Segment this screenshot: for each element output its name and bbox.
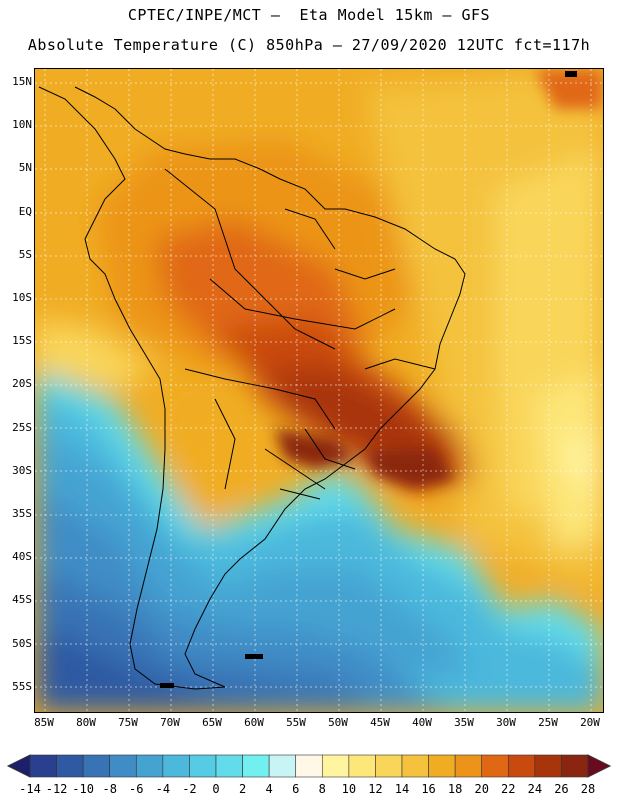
colorbar-cell [189,754,217,778]
lon-label: 30W [496,716,516,729]
colorbar-cell [135,754,164,778]
colorbar-tick-label: 4 [265,782,273,796]
colorbar-cell [162,754,190,778]
colorbar-tick-label: 6 [292,782,300,796]
lat-label: 20S [12,377,32,391]
colorbar-tick-label: 20 [474,782,489,796]
lon-label: 40W [412,716,432,729]
colorbar-tick-label: 10 [341,782,357,796]
lon-label: 35W [454,716,474,729]
colorbar-cell [561,754,589,778]
colorbar-cell [375,754,403,778]
lon-label: 55W [286,716,306,729]
lat-label: 35S [12,507,32,520]
colorbar-tick-label: 18 [447,782,463,796]
lat-label: 5N [18,161,32,175]
colorbar-cell [242,754,270,778]
colorbar-cell [401,754,429,778]
lat-label: 40S [12,550,32,564]
colorbar-tick-label: 26 [554,782,569,796]
lat-label: 45S [12,593,32,607]
graticule [35,69,603,712]
lat-label: 50S [12,636,32,650]
lat-label: 15N [12,75,32,88]
lon-label: 60W [244,716,264,729]
colorbar-max-arrow [587,754,612,778]
map-title: CPTEC/INPE/MCT – Eta Model 15km – GFS [127,6,491,24]
colorbar-cell [215,754,243,778]
temperature-field [35,69,603,712]
colorbar-tick-label: 12 [368,782,383,796]
colorbar-tick-label: 14 [394,782,410,796]
colorbar-cell [29,754,57,778]
lat-label: 15S [12,334,32,348]
colorbar-cell [428,754,456,778]
colorbar-cell [534,754,562,778]
colorbar-tick-label: 2 [238,782,247,796]
lon-label: 20W [580,716,600,729]
colorbar-cell [348,754,376,778]
lon-label: 25W [538,716,558,729]
colorbar-tick-label: -14 [19,782,41,796]
lat-label: 55S [12,679,32,693]
colorbar-cell [295,754,323,778]
colorbar-cell [268,754,297,778]
colorbar-tick-label: 0 [212,782,220,796]
colorbar-tick-label: -2 [182,782,197,796]
colorbar-tick-label: -4 [155,782,171,796]
colorbar-cell [454,754,483,778]
colorbar-cell [481,754,509,778]
temperature-map[interactable] [34,68,604,713]
lat-label: 25S [12,420,32,434]
lon-label: 80W [76,716,96,729]
colorbar-tick-label: -12 [45,782,68,796]
lon-label: 70W [160,716,180,729]
colorbar-tick-label: -10 [72,782,94,796]
coastlines [38,86,466,690]
map-canvas [35,69,603,712]
lat-label: 10S [12,291,32,304]
colorbar-cell [82,754,111,778]
colorbar-tick-label: 24 [527,782,543,796]
colorbar-tick-label: -6 [129,782,144,796]
lon-label: 45W [370,716,390,729]
lon-label: 65W [202,716,222,729]
islands [160,71,577,688]
lat-label: EQ [18,204,32,218]
lon-label: 50W [328,716,348,729]
lat-label: 10N [12,118,32,132]
colorbar-cell [56,754,84,778]
lon-label: 85W [34,716,54,729]
colorbar-cell [507,754,536,778]
colorbar-tick-label: -8 [102,782,117,796]
lat-label: 5S [18,247,32,261]
colorbar-cell [321,754,350,778]
map-subtitle: Absolute Temperature (C) 850hPa – 27/09/… [27,36,591,54]
colorbar-cell [109,754,137,778]
colorbar-tick-label: 28 [580,782,596,796]
colorbar [6,754,612,778]
colorbar-tick-label: 8 [318,782,326,796]
colorbar-tick-label: 22 [501,782,516,796]
lon-label: 75W [118,716,138,729]
lat-label: 30S [12,463,32,477]
colorbar-tick-label: 16 [421,782,436,796]
colorbar-min-arrow [6,754,31,778]
